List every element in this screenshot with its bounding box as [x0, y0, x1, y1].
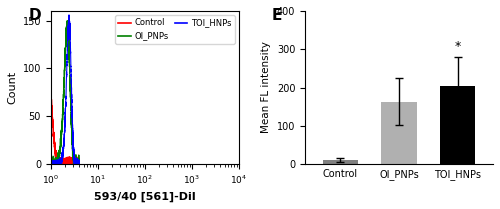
X-axis label: 593/40 [561]-DiI: 593/40 [561]-DiI [94, 192, 196, 202]
Y-axis label: Count: Count [7, 71, 17, 104]
Text: *: * [454, 41, 461, 54]
Y-axis label: Mean FL intensity: Mean FL intensity [261, 42, 271, 134]
Bar [440, 86, 476, 164]
Bar [322, 160, 358, 164]
Legend: Control, OI_PNPs, TOI_HNPs: Control, OI_PNPs, TOI_HNPs [115, 15, 234, 44]
Text: E: E [271, 8, 281, 23]
Bar [382, 102, 416, 164]
Text: D: D [28, 8, 41, 23]
